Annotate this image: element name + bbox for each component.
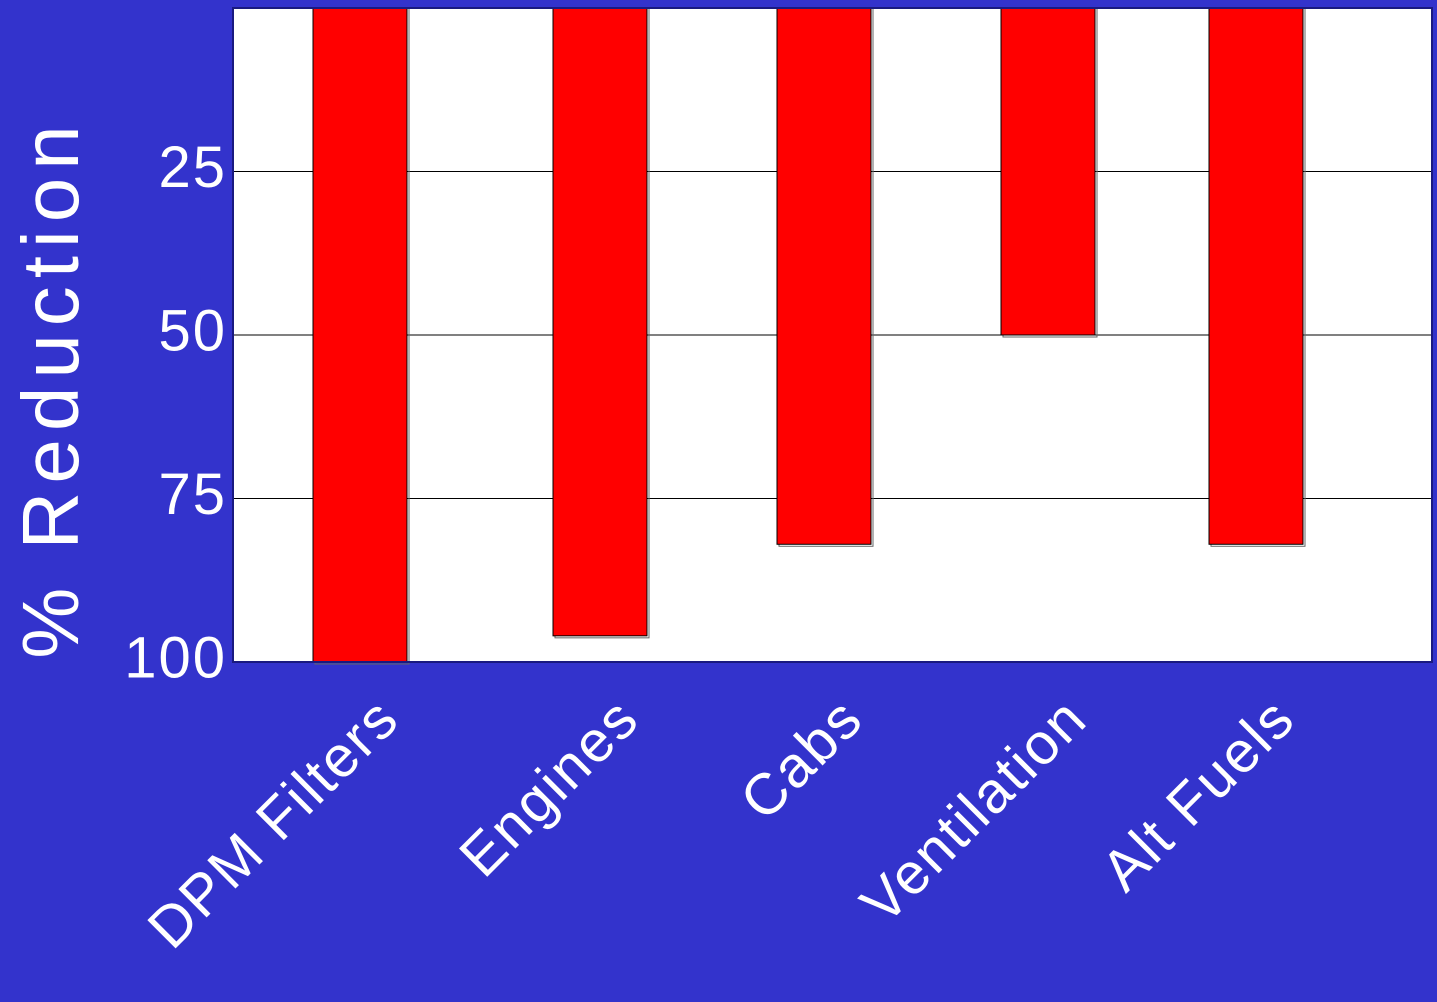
y-tick-labels: 25 50 75 100 — [124, 135, 227, 691]
y-tick-label-100: 100 — [124, 625, 227, 690]
bar-alt-fuels — [1208, 7, 1304, 545]
bar-ventilation — [1000, 7, 1096, 336]
y-tick-label-50: 50 — [158, 298, 227, 363]
bar-cabs — [776, 7, 872, 545]
plot-border — [232, 7, 1433, 663]
bar-dpm-filters — [312, 7, 408, 663]
bar-engines — [552, 7, 648, 637]
x-tick-label-engines: Engines — [447, 685, 651, 889]
x-tick-label-alt-fuels: Alt Fuels — [1089, 685, 1307, 903]
y-tick-label-75: 75 — [158, 462, 227, 527]
x-tick-label-cabs: Cabs — [728, 685, 875, 832]
y-tick-label-25: 25 — [158, 135, 227, 200]
x-tick-label-ventilation: Ventilation — [848, 685, 1099, 936]
x-tick-label-dpm-filters: DPM Filters — [135, 685, 411, 961]
y-axis-label: % Reduction — [6, 117, 95, 659]
